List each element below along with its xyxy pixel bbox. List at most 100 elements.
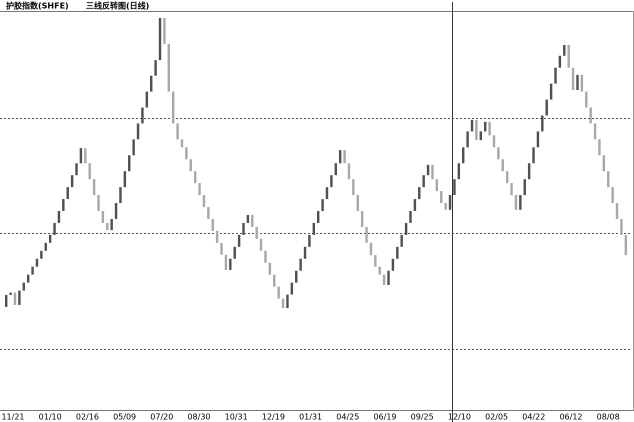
brick [426, 164, 430, 176]
brick [295, 270, 298, 283]
brick [523, 179, 526, 196]
brick [501, 159, 504, 172]
x-tick-label: 04/25 [336, 413, 359, 422]
brick [347, 163, 351, 180]
x-tick-label: 02/05 [485, 413, 508, 422]
brick [35, 258, 39, 267]
brick [475, 119, 478, 141]
brick [536, 131, 540, 148]
brick [580, 74, 584, 92]
brick [356, 195, 359, 211]
brick [369, 242, 373, 256]
brick [422, 175, 425, 188]
brick [413, 199, 417, 211]
brick [110, 218, 113, 231]
brick [462, 147, 465, 164]
brick [167, 43, 171, 92]
brick [13, 292, 17, 305]
brick [440, 191, 443, 204]
brick [400, 234, 403, 247]
brick [321, 199, 324, 211]
brick [264, 250, 267, 263]
brick [123, 171, 127, 188]
brick [554, 67, 557, 84]
brick [233, 246, 236, 259]
brick [193, 171, 197, 184]
brick [281, 298, 285, 309]
x-tick-label: 10/31 [225, 413, 248, 422]
brick [317, 211, 320, 223]
brick [229, 258, 232, 270]
brick [101, 211, 105, 223]
brick [549, 83, 553, 100]
brick [26, 274, 30, 283]
brick [532, 147, 535, 164]
brick [79, 148, 83, 164]
brick [488, 121, 491, 136]
brick [391, 258, 395, 271]
brick [435, 179, 439, 192]
brick [57, 211, 61, 223]
brick [180, 139, 184, 148]
brick [158, 17, 162, 61]
brick [31, 266, 34, 275]
brick [409, 211, 412, 223]
brick [457, 163, 461, 180]
brick [220, 242, 223, 255]
brick [453, 179, 456, 196]
brick [176, 123, 179, 140]
brick [22, 282, 25, 291]
brick [527, 163, 531, 180]
brick [84, 148, 87, 164]
brick [66, 187, 69, 200]
brick [273, 274, 276, 287]
brick [624, 234, 628, 256]
brick [40, 250, 43, 259]
brick [378, 266, 381, 275]
x-tick-label: 01/10 [39, 413, 62, 422]
brick [497, 147, 500, 160]
x-tick-label: 01/31 [299, 413, 322, 422]
brick [545, 99, 548, 116]
brick [510, 183, 513, 196]
brick [92, 179, 96, 196]
brick [277, 286, 280, 299]
brick [576, 74, 579, 90]
x-tick-label: 06/19 [373, 413, 396, 422]
brick [224, 254, 228, 270]
brick [185, 147, 188, 160]
brick [75, 163, 78, 176]
brick [330, 175, 333, 188]
x-tick-label: 08/08 [597, 413, 620, 422]
brick [237, 234, 241, 247]
brick [215, 230, 219, 243]
brick [585, 91, 588, 108]
brick [145, 91, 149, 108]
x-tick-label: 02/16 [76, 413, 99, 422]
brick [382, 274, 386, 286]
brick [189, 159, 192, 172]
brick [171, 91, 175, 124]
brick [514, 195, 518, 210]
brick [48, 234, 52, 243]
brick [571, 67, 575, 91]
brick [387, 270, 390, 286]
brick [558, 55, 562, 68]
brick [88, 163, 91, 180]
brick [602, 155, 606, 172]
brick [338, 150, 342, 164]
brick [202, 195, 206, 208]
brick [163, 17, 166, 44]
brick [483, 121, 487, 132]
brick [448, 195, 452, 210]
brick [396, 246, 399, 259]
brick [5, 294, 8, 307]
brick [114, 203, 118, 219]
brick [62, 199, 65, 211]
brick [44, 242, 47, 251]
brick [365, 226, 368, 243]
brick [268, 262, 272, 275]
brick [106, 222, 109, 231]
brick [290, 282, 294, 295]
